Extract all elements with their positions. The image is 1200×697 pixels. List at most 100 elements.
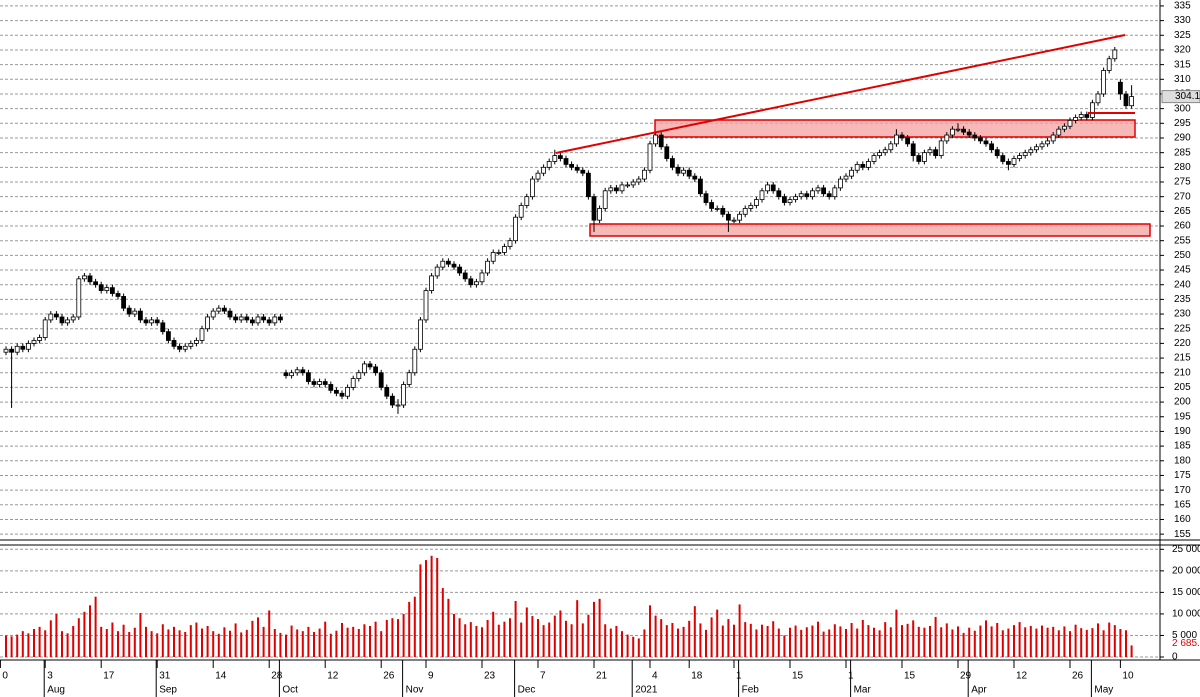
candle-body bbox=[922, 152, 927, 162]
candle-body bbox=[216, 307, 222, 312]
candle-body bbox=[328, 384, 334, 391]
volume-bar bbox=[453, 613, 455, 657]
volume-bar bbox=[895, 609, 898, 657]
volume-bar bbox=[822, 631, 825, 657]
candle-body bbox=[798, 193, 804, 198]
y-tick-label: 205 bbox=[1174, 382, 1191, 393]
volume-bar bbox=[755, 629, 758, 657]
y-tick-label: 170 bbox=[1174, 485, 1191, 496]
candle-body bbox=[910, 143, 916, 156]
candle-body bbox=[48, 313, 54, 321]
volume-bar bbox=[962, 632, 965, 657]
x-tick-label: 18 bbox=[691, 671, 703, 682]
volume-bar bbox=[195, 622, 198, 657]
candle-body bbox=[1056, 128, 1062, 136]
volume-bar bbox=[234, 623, 237, 657]
volume-bar bbox=[604, 624, 607, 657]
volume-bar bbox=[973, 630, 976, 657]
volume-bar bbox=[313, 632, 315, 657]
candle-body bbox=[1112, 49, 1118, 60]
volume-bar bbox=[89, 605, 91, 657]
candle-body bbox=[938, 140, 944, 156]
volume-bar bbox=[341, 622, 343, 657]
candle-body bbox=[535, 172, 541, 180]
y-tick-label: 265 bbox=[1174, 206, 1191, 217]
volume-bar bbox=[178, 630, 181, 657]
y-tick-label: 255 bbox=[1174, 235, 1191, 246]
x-tick-label: 10 bbox=[1122, 671, 1134, 682]
x-tick-label: 28 bbox=[271, 671, 283, 682]
volume-bar bbox=[581, 623, 584, 657]
volume-bar bbox=[436, 557, 439, 657]
candle-body bbox=[401, 384, 407, 406]
volume-bar bbox=[335, 630, 338, 657]
y-tick-label: 190 bbox=[1174, 426, 1191, 437]
volume-bar bbox=[621, 631, 623, 657]
y-tick-label: 270 bbox=[1174, 191, 1191, 202]
candle-body bbox=[1028, 149, 1034, 154]
volume-bar bbox=[766, 625, 769, 657]
y-tick-label: 325 bbox=[1174, 30, 1191, 41]
volume-bar bbox=[33, 629, 35, 657]
candle-body bbox=[1073, 117, 1078, 121]
candle-body bbox=[373, 366, 379, 374]
volume-bar bbox=[531, 616, 534, 657]
volume-bar bbox=[1007, 628, 1010, 657]
candle-body bbox=[703, 193, 709, 203]
candle-body bbox=[1090, 102, 1095, 118]
volume-bar bbox=[268, 610, 271, 657]
candle-body bbox=[160, 322, 166, 333]
volume-bar bbox=[1041, 625, 1043, 657]
volume-bar bbox=[83, 611, 86, 657]
volume-bar bbox=[111, 622, 114, 657]
candle-body bbox=[815, 187, 821, 192]
month-label: Nov bbox=[406, 685, 424, 696]
volume-bar bbox=[957, 626, 959, 657]
volume-bar bbox=[548, 622, 551, 657]
volume-bar bbox=[257, 617, 259, 657]
candle-body bbox=[457, 266, 463, 274]
candle-body bbox=[563, 158, 569, 165]
candle-body bbox=[1095, 93, 1101, 104]
candle-body bbox=[994, 149, 1000, 156]
volume-bar bbox=[951, 629, 954, 657]
volume-bar bbox=[324, 621, 327, 657]
volume-bar bbox=[850, 622, 853, 657]
volume-bar bbox=[733, 624, 735, 657]
candle-body bbox=[698, 178, 703, 195]
candle-body bbox=[944, 134, 950, 142]
volume-bar bbox=[425, 560, 427, 657]
y-tick-label: 335 bbox=[1174, 1, 1191, 12]
volume-bar bbox=[1024, 627, 1027, 657]
y-tick-label: 300 bbox=[1174, 103, 1191, 114]
volume-bar bbox=[934, 616, 937, 657]
x-tick-label: 15 bbox=[792, 671, 804, 682]
volume-bar bbox=[408, 601, 411, 657]
candle-body bbox=[205, 316, 211, 330]
y-tick-label: 165 bbox=[1174, 499, 1191, 510]
volume-bar bbox=[1052, 626, 1055, 657]
volume-bar bbox=[1113, 625, 1116, 657]
candle-body bbox=[115, 293, 121, 297]
support-zone bbox=[589, 223, 1151, 237]
volume-bar bbox=[721, 625, 724, 657]
month-label: Oct bbox=[282, 685, 298, 696]
volume-bar bbox=[520, 622, 523, 657]
candle-body bbox=[546, 161, 552, 168]
x-tick-label: 3 bbox=[47, 671, 53, 682]
volume-bar bbox=[632, 636, 635, 657]
volume-bar bbox=[469, 622, 472, 657]
volume-bar bbox=[1057, 630, 1060, 657]
candle-body bbox=[642, 169, 647, 180]
candle-body bbox=[333, 389, 339, 394]
volume-bar bbox=[833, 624, 836, 657]
candle-body bbox=[978, 137, 983, 142]
volume-bar bbox=[906, 623, 909, 657]
candle-body bbox=[238, 316, 244, 321]
candle-body bbox=[619, 184, 625, 192]
candle-body bbox=[143, 319, 149, 324]
candle-body bbox=[524, 196, 530, 206]
volume-bar bbox=[1091, 628, 1094, 657]
volume-bar bbox=[917, 626, 920, 657]
volume-bar bbox=[486, 619, 489, 657]
